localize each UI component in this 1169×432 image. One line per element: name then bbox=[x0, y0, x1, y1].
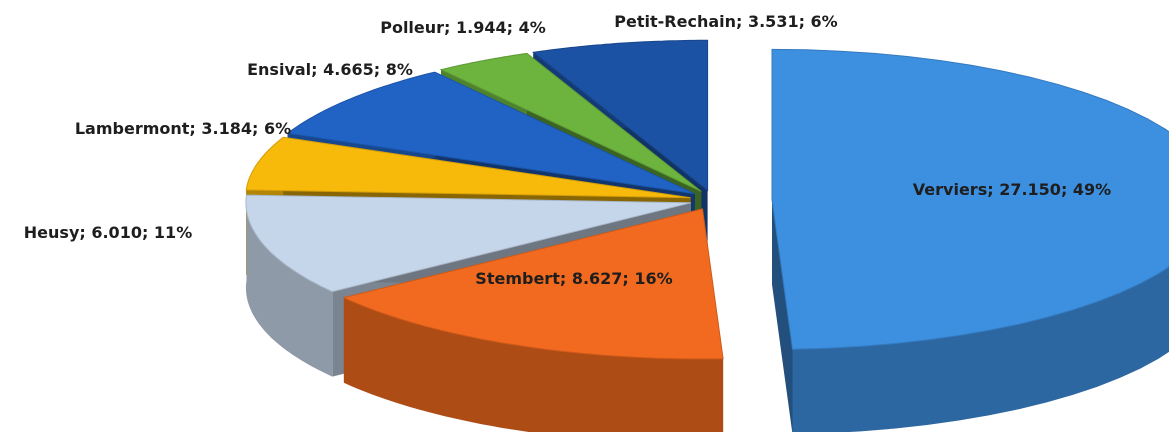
pie-slice bbox=[245, 194, 692, 293]
label-value: 6.010 bbox=[91, 223, 142, 242]
data-label: Polleur; 1.944; 4% bbox=[380, 18, 546, 37]
label-percent: 11% bbox=[154, 223, 192, 242]
label-category: Polleur bbox=[380, 18, 444, 37]
label-separator: ; bbox=[622, 269, 634, 288]
label-separator: ; bbox=[374, 60, 386, 79]
label-separator: ; bbox=[799, 12, 811, 31]
label-category: Stembert bbox=[475, 269, 560, 288]
data-label: Stembert; 8.627; 16% bbox=[475, 269, 672, 288]
label-separator: ; bbox=[1061, 180, 1073, 199]
label-separator: ; bbox=[444, 18, 456, 37]
slice-rim bbox=[343, 297, 724, 432]
label-separator: ; bbox=[507, 18, 519, 37]
data-label: Lambermont; 3.184; 6% bbox=[75, 119, 291, 138]
pie-slice bbox=[286, 71, 696, 195]
label-value: 8.627 bbox=[572, 269, 623, 288]
label-percent: 49% bbox=[1073, 180, 1111, 199]
label-percent: 6% bbox=[264, 119, 291, 138]
label-percent: 16% bbox=[634, 269, 672, 288]
label-separator: ; bbox=[736, 12, 748, 31]
label-percent: 8% bbox=[386, 60, 413, 79]
pie-slice bbox=[245, 136, 691, 199]
label-category: Verviers bbox=[913, 180, 987, 199]
label-separator: ; bbox=[987, 180, 999, 199]
label-category: Ensival bbox=[247, 60, 311, 79]
data-label: Petit-Rechain; 3.531; 6% bbox=[614, 12, 837, 31]
label-value: 1.944 bbox=[456, 18, 507, 37]
label-value: 27.150 bbox=[999, 180, 1061, 199]
data-label: Heusy; 6.010; 11% bbox=[24, 223, 192, 242]
label-value: 4.665 bbox=[323, 60, 374, 79]
label-category: Heusy bbox=[24, 223, 80, 242]
label-separator: ; bbox=[311, 60, 323, 79]
pie-slice bbox=[342, 208, 724, 360]
label-percent: 6% bbox=[811, 12, 838, 31]
label-separator: ; bbox=[189, 119, 201, 138]
label-separator: ; bbox=[79, 223, 91, 242]
pie-slice bbox=[771, 48, 1169, 350]
slice-face bbox=[772, 199, 793, 432]
label-percent: 4% bbox=[519, 18, 546, 37]
pie-slice bbox=[439, 52, 702, 192]
label-category: Petit-Rechain bbox=[614, 12, 736, 31]
label-value: 3.531 bbox=[748, 12, 799, 31]
label-separator: ; bbox=[560, 269, 572, 288]
pie-slice bbox=[532, 39, 709, 192]
label-separator: ; bbox=[252, 119, 264, 138]
label-value: 3.184 bbox=[201, 119, 252, 138]
data-label: Ensival; 4.665; 8% bbox=[247, 60, 413, 79]
slice-rim bbox=[245, 195, 333, 377]
data-label: Verviers; 27.150; 49% bbox=[913, 180, 1111, 199]
label-separator: ; bbox=[142, 223, 154, 242]
label-category: Lambermont bbox=[75, 119, 190, 138]
